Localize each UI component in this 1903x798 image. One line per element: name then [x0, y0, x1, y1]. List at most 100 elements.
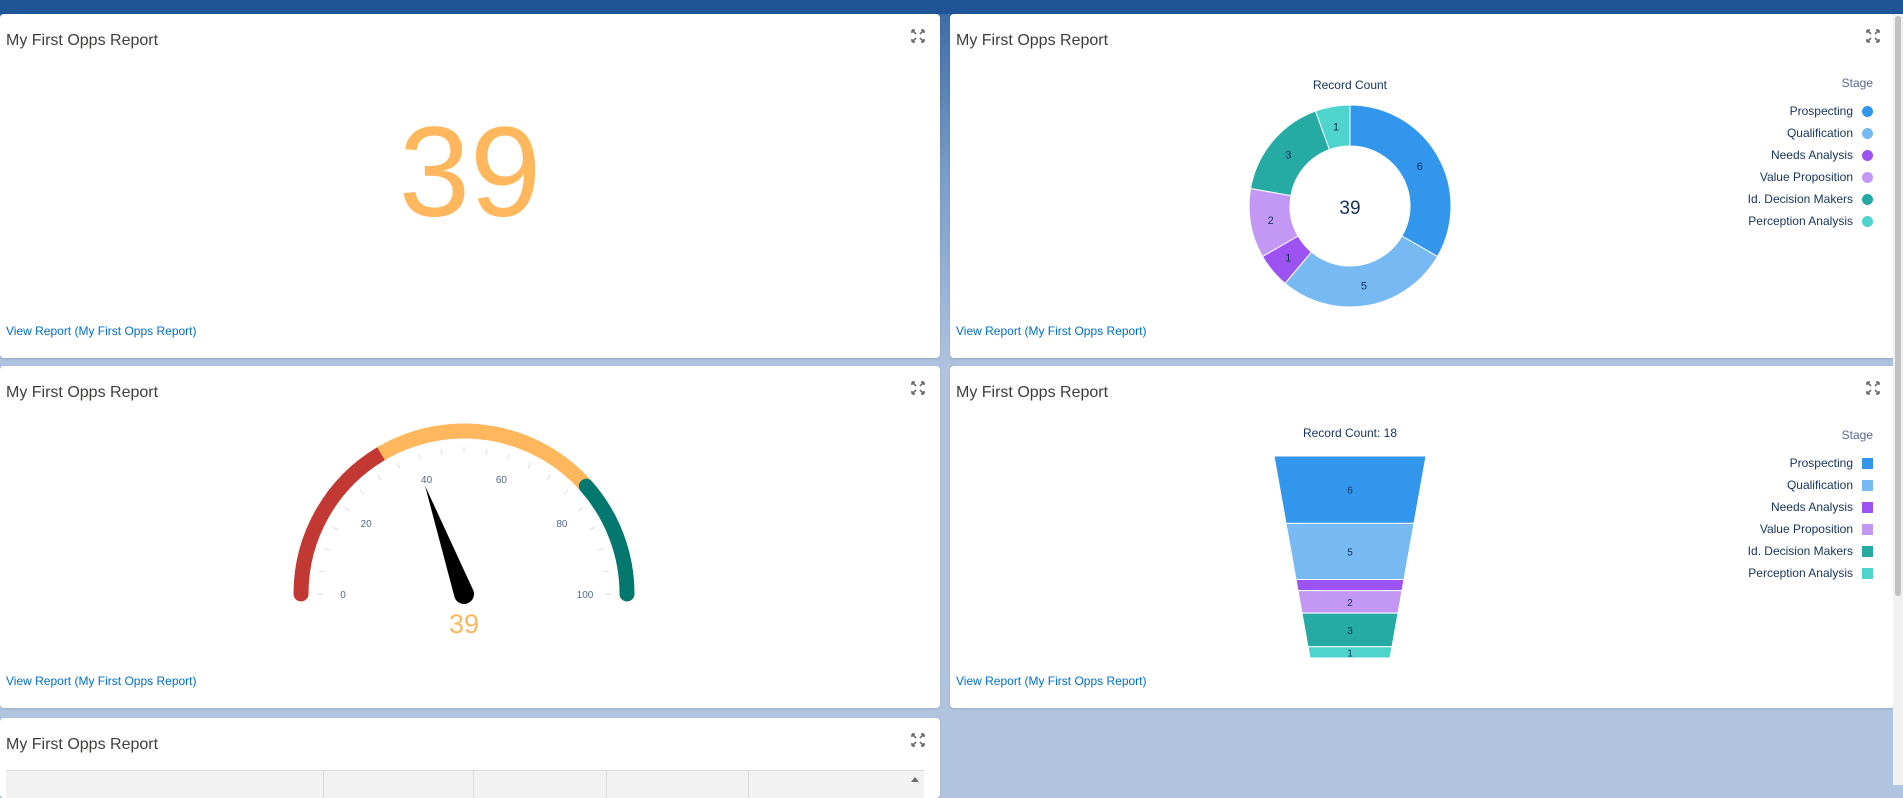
card-title: My First Opps Report	[956, 32, 1109, 49]
gauge-tick-mark	[440, 448, 443, 455]
donut-legend-item[interactable]: Value Proposition	[1748, 166, 1873, 188]
donut-data-label: 6	[1417, 161, 1423, 173]
gauge-tick-mark	[527, 462, 532, 469]
donut-legend-item[interactable]: Qualification	[1748, 122, 1873, 144]
donut-legend-item[interactable]: Id. Decision Makers	[1748, 188, 1873, 210]
gauge-tick-mark	[359, 489, 365, 495]
legend-swatch	[1862, 523, 1873, 535]
donut-slice-prospecting[interactable]	[1349, 104, 1452, 258]
legend-label: Perception Analysis	[1748, 566, 1853, 580]
donut-chart-title: Record Count	[1313, 78, 1388, 92]
expand-icon[interactable]	[910, 732, 926, 748]
gauge-card: My First Opps Report 0 20 40 60 80 100 39 Vie…	[0, 366, 940, 708]
donut-slice-qualification[interactable]	[1284, 235, 1439, 308]
legend-label: Id. Decision Makers	[1747, 544, 1853, 558]
donut-legend-item[interactable]: Needs Analysis	[1748, 144, 1873, 166]
view-report-link[interactable]: View Report (My First Opps Report)	[6, 324, 197, 338]
funnel-legend-item[interactable]: Needs Analysis	[1748, 496, 1873, 518]
gauge-band	[377, 423, 592, 492]
gauge-tick-mark	[603, 570, 610, 573]
funnel-segment-perception-analysis[interactable]	[1307, 646, 1393, 659]
legend-swatch	[1862, 105, 1873, 117]
donut-legend-item[interactable]: Prospecting	[1748, 100, 1873, 122]
gauge-tick-label: 40	[421, 475, 433, 486]
funnel-legend-item[interactable]: Value Proposition	[1748, 518, 1873, 540]
gauge-tick-mark	[597, 548, 604, 551]
donut-data-label: 3	[1285, 149, 1291, 161]
expand-icon[interactable]	[910, 28, 926, 44]
funnel-data-label: 3	[1347, 626, 1353, 637]
gauge-chart: 0 20 40 60 80 100 39	[293, 423, 635, 639]
funnel-chart: Record Count: 18 6 5 2 3 1	[1273, 426, 1427, 659]
expand-icon[interactable]	[910, 380, 926, 396]
expand-icon[interactable]	[1865, 380, 1881, 396]
table-header	[6, 770, 924, 798]
gauge-tick-label: 0	[340, 590, 346, 601]
legend-label: Value Proposition	[1759, 170, 1853, 184]
funnel-legend-item[interactable]: Qualification	[1748, 474, 1873, 496]
legend-label: Prospecting	[1789, 104, 1853, 118]
card-title: My First Opps Report	[956, 384, 1109, 401]
expand-icon[interactable]	[1865, 28, 1881, 44]
metric-value: 39	[398, 101, 542, 244]
funnel-legend-item[interactable]: Id. Decision Makers	[1748, 540, 1873, 562]
legend-swatch	[1862, 149, 1873, 161]
page-scrollbar[interactable]	[1893, 14, 1903, 785]
donut-data-label: 5	[1361, 280, 1367, 292]
donut-card: My First Opps Report Record Count 6 5 1 2 3 1…	[950, 14, 1895, 358]
legend-swatch	[1862, 127, 1873, 139]
gauge-tick-mark	[318, 570, 325, 573]
legend-swatch	[1862, 545, 1873, 557]
gauge-tick-label: 80	[556, 519, 568, 530]
view-report-link[interactable]: View Report (My First Opps Report)	[956, 324, 1147, 338]
gauge-tick-mark	[377, 474, 382, 481]
legend-swatch	[1862, 479, 1873, 491]
table-card: My First Opps Report	[0, 718, 940, 798]
card-title: My First Opps Report	[6, 736, 159, 753]
gauge-tick-mark	[546, 474, 551, 481]
legend-swatch	[1862, 457, 1873, 469]
funnel-data-label: 5	[1347, 547, 1353, 558]
gauge-tick-mark	[396, 462, 401, 469]
gauge-tick-mark	[507, 454, 510, 461]
gauge-tick-label: 60	[496, 475, 508, 486]
legend-swatch	[1862, 501, 1873, 513]
legend-label: Qualification	[1786, 478, 1853, 492]
donut-slice-perception-analysis[interactable]	[1314, 104, 1351, 151]
gauge-band	[578, 478, 635, 602]
legend-swatch	[1862, 567, 1873, 579]
legend-label: Prospecting	[1789, 456, 1853, 470]
funnel-data-label: 2	[1347, 598, 1353, 609]
funnel-data-label: 1	[1347, 648, 1353, 659]
donut-data-label: 1	[1333, 122, 1339, 134]
gauge-tick-mark	[332, 526, 339, 531]
scrollbar-thumb[interactable]	[1895, 16, 1901, 596]
metric-card: My First Opps Report 39 View Report (My …	[0, 14, 940, 358]
view-report-link[interactable]: View Report (My First Opps Report)	[956, 674, 1147, 688]
funnel-card: My First Opps Report Record Count: 18 6 5…	[950, 366, 1895, 708]
donut-legend: Stage Prospecting Qualification Needs Anal…	[1748, 76, 1873, 232]
gauge-tick-label: 100	[577, 590, 594, 601]
gauge-tick-mark	[418, 454, 421, 461]
donut-chart: Record Count 6 5 1 2 3 1 39	[1248, 78, 1452, 308]
gauge-needle	[425, 485, 475, 604]
gauge-tick-mark	[485, 448, 488, 455]
donut-center-label: 39	[1339, 198, 1360, 219]
gauge-band	[293, 446, 389, 602]
legend-label: Id. Decision Makers	[1747, 192, 1853, 206]
legend-label: Needs Analysis	[1770, 500, 1853, 514]
gauge-tick-mark	[589, 526, 596, 531]
gauge-tick-mark	[563, 489, 569, 495]
donut-legend-item[interactable]: Perception Analysis	[1748, 210, 1873, 232]
legend-swatch	[1862, 171, 1873, 183]
funnel-legend-item[interactable]: Prospecting	[1748, 452, 1873, 474]
funnel-chart-title: Record Count: 18	[1303, 426, 1397, 440]
funnel-data-label: 6	[1347, 486, 1353, 497]
card-title: My First Opps Report	[6, 32, 159, 49]
legend-label: Value Proposition	[1759, 522, 1853, 536]
view-report-link[interactable]: View Report (My First Opps Report)	[6, 674, 197, 688]
gauge-tick-mark	[324, 548, 331, 551]
funnel-segment-needs-analysis[interactable]	[1295, 578, 1405, 592]
funnel-legend-item[interactable]: Perception Analysis	[1748, 562, 1873, 584]
sort-up-icon[interactable]	[910, 775, 920, 783]
